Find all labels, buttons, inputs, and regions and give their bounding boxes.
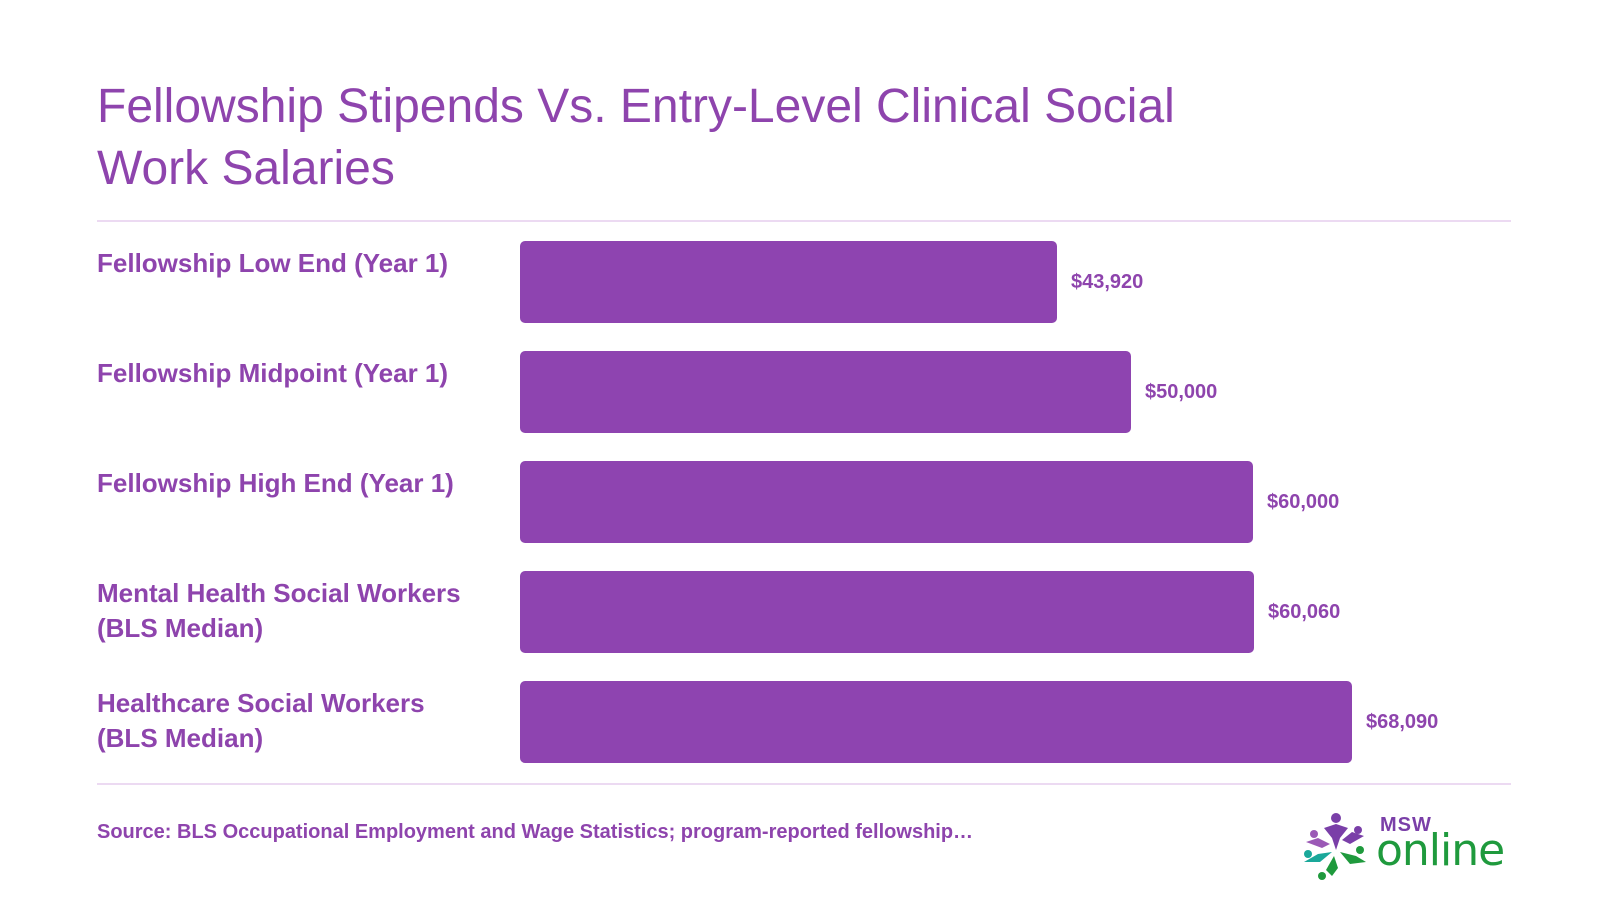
category-label: Mental Health Social Workers (BLS Median… xyxy=(97,578,461,643)
category-label: Healthcare Social Workers (BLS Median) xyxy=(97,688,425,753)
star-people-icon xyxy=(1304,813,1366,880)
value-label: $60,000 xyxy=(1267,491,1340,513)
msw-online-logo: MSW online xyxy=(1300,808,1515,883)
value-label: $60,060 xyxy=(1268,601,1341,623)
bar xyxy=(520,351,1131,433)
value-label: $43,920 xyxy=(1071,271,1144,293)
logo-msw-text: MSW xyxy=(1380,814,1432,836)
value-label: $68,090 xyxy=(1366,711,1439,733)
bar xyxy=(520,461,1253,543)
bar xyxy=(520,241,1057,323)
category-label: Fellowship Low End (Year 1) xyxy=(97,248,449,278)
bar xyxy=(520,571,1254,653)
top-divider xyxy=(97,220,1511,222)
category-label: Fellowship Midpoint (Year 1) xyxy=(97,358,449,388)
bar xyxy=(520,681,1352,763)
value-label: $50,000 xyxy=(1145,381,1218,403)
logo-online-text: online xyxy=(1376,825,1505,876)
category-label: Fellowship High End (Year 1) xyxy=(97,468,454,498)
bottom-divider xyxy=(97,783,1511,785)
chart-title: Fellowship Stipends Vs. Entry-Level Clin… xyxy=(97,80,1175,195)
source-note: Source: BLS Occupational Employment and … xyxy=(97,821,974,843)
